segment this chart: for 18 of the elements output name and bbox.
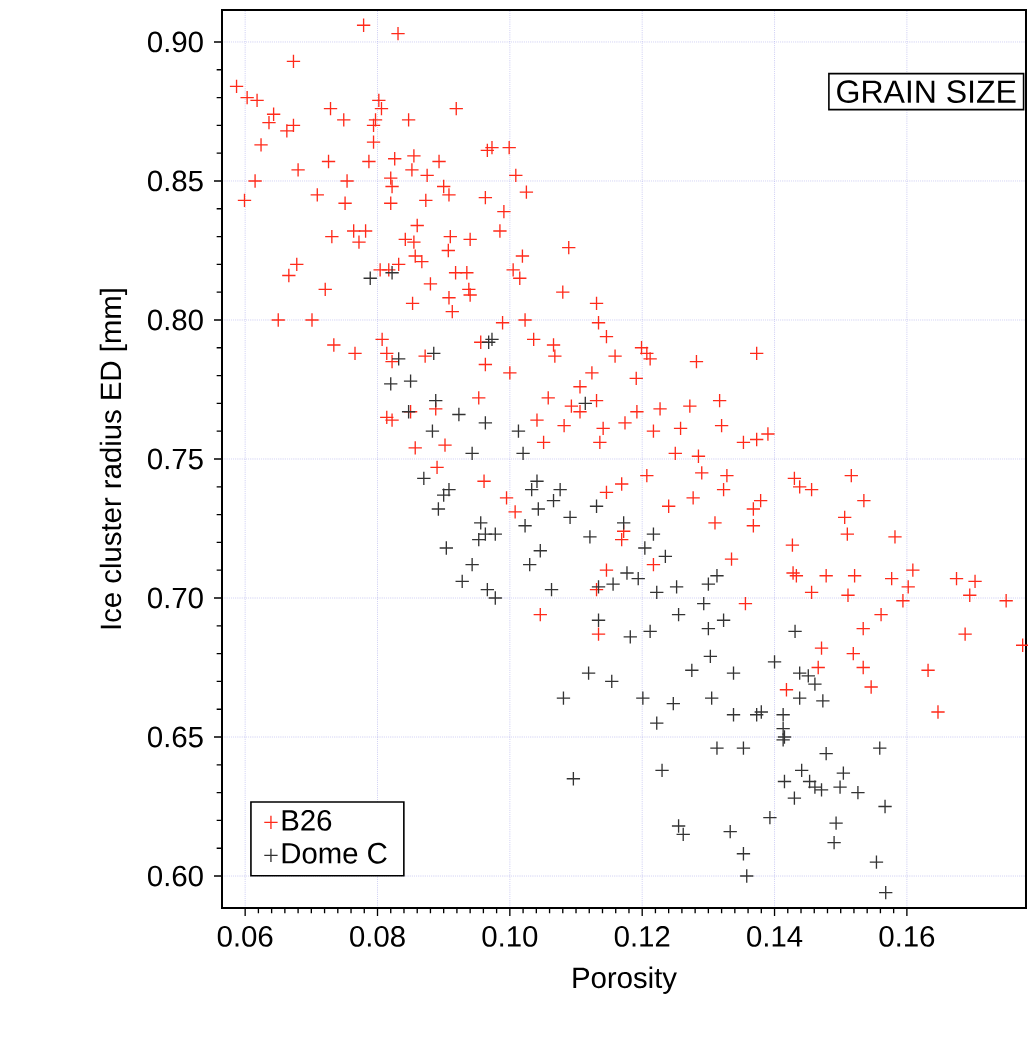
annotation: GRAIN SIZE: [837, 80, 1016, 103]
y-tick-label: 0.80: [148, 309, 203, 331]
y-tick-label: 0.85: [148, 170, 203, 192]
x-tick-label: 0.08: [350, 926, 405, 947]
x-axis-title: Porosity: [573, 966, 677, 994]
y-tick-label: 0.75: [148, 448, 203, 470]
y-tick-label: 0.90: [148, 31, 203, 53]
x-tick-label: 0.12: [614, 926, 670, 947]
y-tick-label: 0.70: [148, 587, 203, 609]
x-tick-label: 0.16: [879, 926, 935, 947]
x-tick-label: 0.06: [217, 926, 273, 947]
y-tick-label: 0.60: [148, 865, 203, 887]
y-axis-title: Ice cluster radius ED [mm]: [99, 289, 128, 629]
x-tick-label: 0.10: [482, 926, 538, 947]
legend-label: B26: [282, 809, 332, 831]
legend-label: Dome C: [282, 842, 387, 864]
y-tick-label: 0.65: [148, 726, 203, 748]
x-tick-label: 0.14: [747, 926, 803, 947]
